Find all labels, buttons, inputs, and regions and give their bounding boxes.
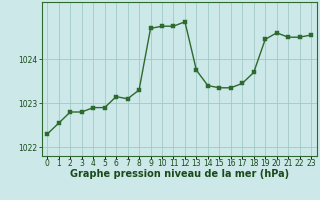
X-axis label: Graphe pression niveau de la mer (hPa): Graphe pression niveau de la mer (hPa) — [70, 169, 289, 179]
